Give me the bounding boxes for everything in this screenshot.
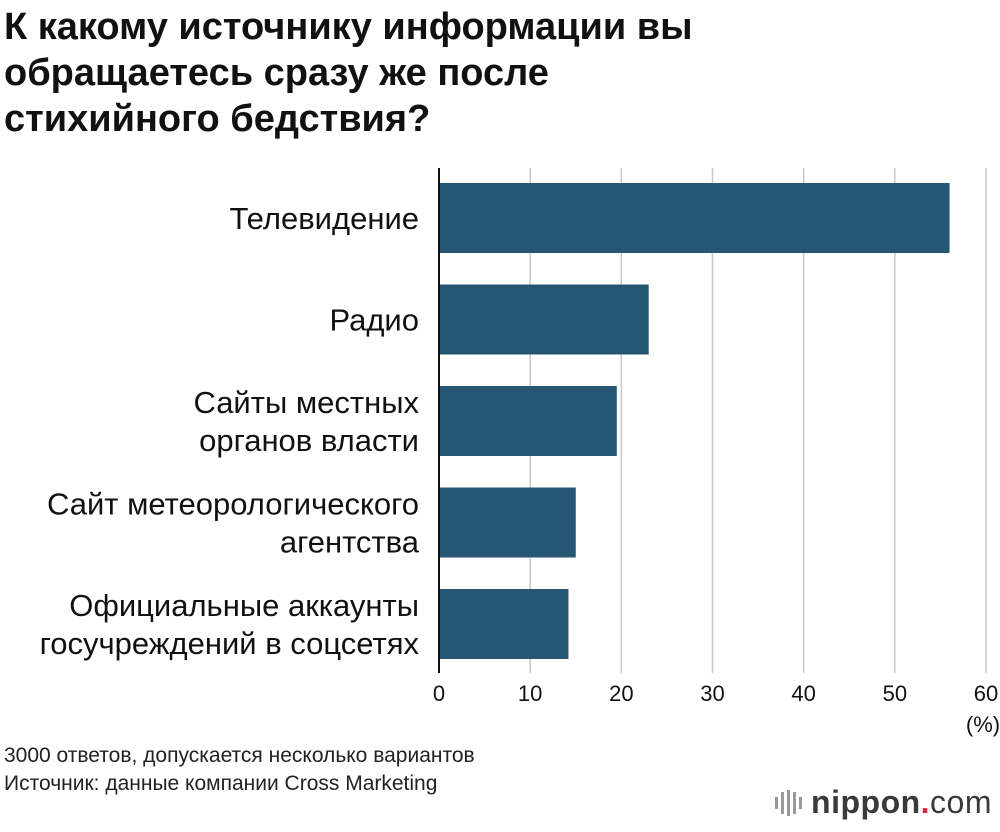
chart-title: К какому источнику информации вы обращае… — [4, 6, 693, 140]
x-unit-label: (%) — [966, 712, 1000, 737]
nippon-logo-icon — [775, 789, 803, 816]
category-label-line: Официальные аккаунты — [69, 588, 419, 623]
logo-name: nippon — [811, 784, 921, 820]
category-label-line: Радио — [329, 303, 419, 338]
logo-tld: com — [930, 784, 992, 820]
x-tick-label: 60 — [974, 681, 998, 706]
bar — [439, 589, 569, 659]
category-label: Радио — [329, 303, 419, 338]
bar — [439, 487, 576, 558]
category-label: Официальные аккаунты госучреждений в соцс… — [40, 588, 420, 661]
category-label: Сайт метеорологического агентства — [47, 487, 420, 560]
footnote-source: Источник: данные компании Cross Marketin… — [4, 772, 438, 795]
bar — [439, 386, 617, 456]
category-label-line: агентства — [280, 525, 420, 560]
category-label: Сайты местных органов власти — [193, 385, 419, 458]
bar-chart: Телевидение Радио Сайты местных органов вла… — [40, 168, 1000, 737]
category-label-line: Сайты местных — [193, 385, 419, 420]
x-tick-label: 50 — [883, 681, 907, 706]
category-label-line: Телевидение — [229, 201, 419, 236]
category-label-line: Сайт метеорологического — [47, 487, 419, 522]
x-tick-label: 20 — [609, 681, 633, 706]
x-tick-label: 0 — [433, 681, 445, 706]
bar — [439, 183, 950, 253]
footnotes: 3000 ответов, допускается несколько вари… — [4, 742, 475, 798]
category-label-line: органов власти — [199, 423, 419, 458]
bar — [439, 284, 649, 355]
category-label-line: госучреждений в соцсетях — [40, 626, 420, 661]
x-tick-label: 40 — [791, 681, 815, 706]
nippon-logo: nippon. com — [773, 784, 992, 821]
x-tick-label: 30 — [700, 681, 724, 706]
category-label: Телевидение — [229, 201, 419, 236]
footnote-responses: 3000 ответов, допускается несколько вари… — [4, 744, 475, 767]
x-tick-label: 10 — [518, 681, 542, 706]
logo-dot: . — [920, 784, 931, 820]
